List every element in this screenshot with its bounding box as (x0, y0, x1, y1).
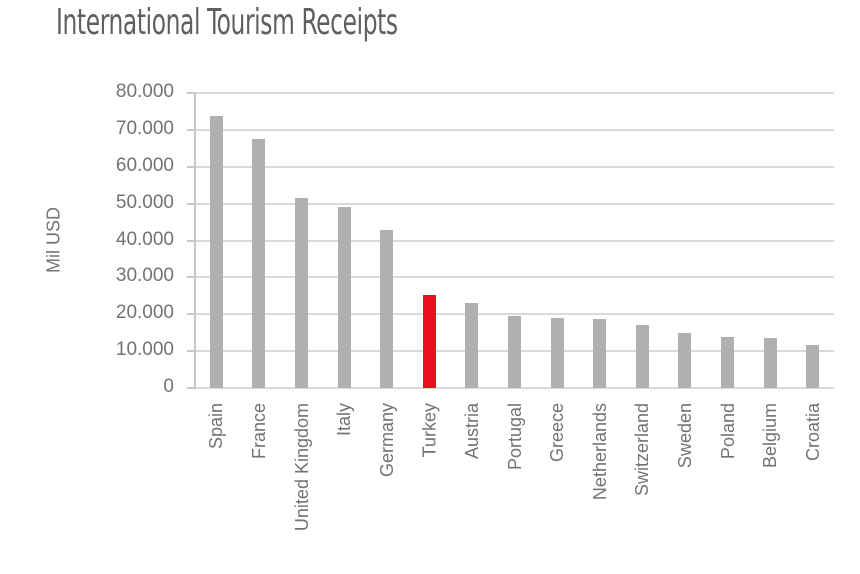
x-tick-label: United Kingdom (292, 403, 312, 532)
x-tick-label-container: Croatia (793, 393, 823, 461)
x-tick-label: Italy (334, 403, 354, 437)
x-tick-label: Netherlands (590, 403, 610, 501)
x-tick-label-container: Netherlands (580, 393, 610, 500)
y-tick-mark (187, 350, 195, 352)
y-tick-label: 10.000 (115, 339, 174, 360)
x-tick-label: Croatia (803, 403, 823, 462)
bar-france (252, 139, 265, 388)
x-tick-label: Austria (462, 403, 482, 460)
gridline (195, 387, 834, 389)
bar-sweden (678, 333, 691, 388)
y-tick-mark (187, 387, 195, 389)
y-tick-label: 30.000 (115, 265, 174, 286)
x-tick-label-container: Portugal (495, 393, 525, 470)
gridline (195, 276, 834, 278)
gridline (195, 313, 834, 315)
y-tick-label: 0 (163, 376, 174, 397)
y-tick-mark (187, 166, 195, 168)
y-tick-label: 20.000 (115, 302, 174, 323)
bar-netherlands (593, 319, 606, 388)
x-tick-label: Turkey (419, 403, 439, 458)
x-tick-label-container: Belgium (750, 393, 780, 468)
x-tick-label: Sweden (675, 403, 695, 469)
x-tick-label-container: Germany (367, 393, 397, 477)
x-tick-label-container: Turkey (409, 393, 439, 457)
gridline (195, 92, 834, 94)
y-tick-label: 80.000 (115, 81, 174, 102)
x-tick-label-container: Austria (452, 393, 482, 459)
chart-title: International Tourism Receipts (56, 2, 398, 43)
x-tick-label-container: Greece (537, 393, 567, 462)
y-axis-line (194, 93, 196, 389)
bar-turkey (423, 295, 436, 388)
x-tick-label-container: Italy (324, 393, 354, 436)
y-tick-mark (187, 240, 195, 242)
y-tick-mark (187, 203, 195, 205)
gridline (195, 203, 834, 205)
x-tick-label: Spain (206, 403, 226, 450)
x-tick-label: Switzerland (632, 403, 652, 497)
y-tick-label: 70.000 (115, 118, 174, 139)
y-tick-mark (187, 92, 195, 94)
bar-portugal (508, 316, 521, 388)
bar-spain (210, 116, 223, 388)
y-tick-mark (187, 276, 195, 278)
bar-united-kingdom (295, 198, 308, 388)
y-tick-mark (187, 129, 195, 131)
x-tick-label-container: Spain (196, 393, 226, 449)
gridline (195, 166, 834, 168)
gridline (195, 240, 834, 242)
bar-poland (721, 337, 734, 388)
bar-croatia (806, 345, 819, 388)
x-tick-label-container: United Kingdom (282, 393, 312, 531)
x-tick-label-container: France (239, 393, 269, 459)
y-tick-mark (187, 313, 195, 315)
bar-greece (551, 318, 564, 388)
bar-belgium (764, 338, 777, 388)
x-tick-label: Portugal (505, 403, 525, 471)
x-tick-label: Poland (718, 403, 738, 460)
x-tick-label-container: Switzerland (622, 393, 652, 496)
x-tick-label: Germany (377, 403, 397, 478)
bar-switzerland (636, 325, 649, 388)
x-tick-label: Greece (547, 403, 567, 463)
bar-austria (465, 303, 478, 388)
y-tick-label: 60.000 (115, 155, 174, 176)
x-tick-label-container: Sweden (665, 393, 695, 468)
x-tick-label: Belgium (760, 403, 780, 469)
y-tick-label: 50.000 (115, 192, 174, 213)
y-tick-label: 40.000 (115, 229, 174, 250)
bar-germany (380, 230, 393, 388)
gridline (195, 129, 834, 131)
x-tick-label-container: Poland (708, 393, 738, 459)
x-tick-label: France (249, 403, 269, 460)
bar-italy (338, 207, 351, 388)
